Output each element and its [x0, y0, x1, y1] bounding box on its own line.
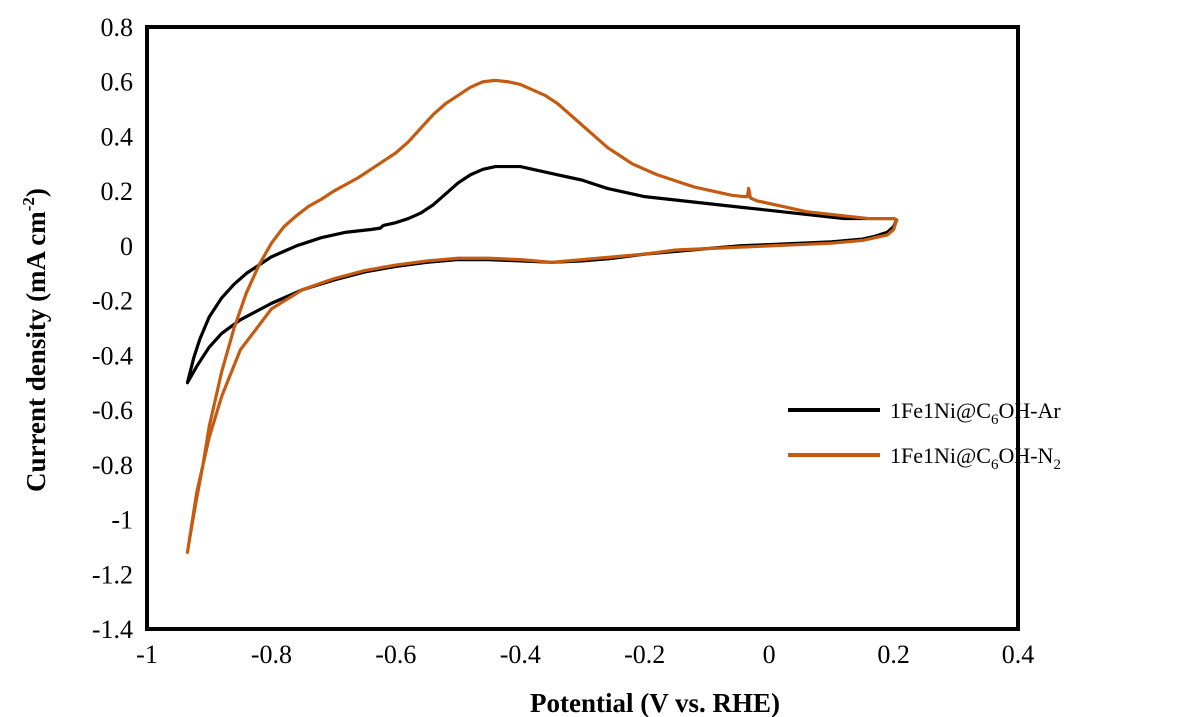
y-axis-title-prefix: Current density (mA cm [21, 211, 51, 492]
x-tick-label: -0.2 [624, 640, 665, 669]
y-tick-label: 0 [120, 232, 133, 261]
series-layer [185, 78, 899, 554]
legend-label-n2-sub1: 6 [991, 457, 999, 473]
x-tick-label: -0.8 [251, 640, 292, 669]
x-tick-label: 0 [763, 640, 776, 669]
plot-area-frame [145, 25, 1020, 631]
y-tick-label: -1.4 [92, 615, 133, 644]
y-tick-label: 0.2 [101, 177, 134, 206]
x-tick-label: -0.6 [375, 640, 416, 669]
legend-label-n2-sub2: 2 [1053, 457, 1061, 473]
y-tick-label: 0.8 [101, 13, 134, 42]
x-tick-label: 0.4 [1002, 640, 1035, 669]
legend-label-ar-sub1: 6 [991, 412, 999, 428]
y-axis-title-suffix: ) [21, 188, 51, 197]
x-tick-label: -1 [136, 640, 158, 669]
y-tick-label: -0.6 [92, 396, 133, 425]
legend-label-n2-part2: OH-N [998, 443, 1053, 468]
y-tick-label: 0.6 [101, 68, 134, 97]
y-tick-label: -0.2 [92, 287, 133, 316]
series-line-ar [185, 164, 899, 385]
y-tick-label: -1 [111, 506, 133, 535]
legend-label-n2: 1Fe1Ni@C6OH-N2 [890, 443, 1061, 473]
y-tick-label: -1.2 [92, 560, 133, 589]
y-tick-label: -0.4 [92, 341, 133, 370]
legend-label-ar: 1Fe1Ni@C6OH-Ar [890, 398, 1061, 428]
legend-label-ar-part2: OH-Ar [998, 398, 1061, 423]
x-tick-label: -0.4 [500, 640, 541, 669]
y-tick-labels: 0.8 0.6 0.4 0.2 0 -0.2 -0.4 -0.6 -0.8 -1 -1.2 -1.4 [92, 13, 133, 644]
x-axis-title: Potential (V vs. RHE) [530, 688, 780, 717]
x-tick-label: 0.2 [877, 640, 910, 669]
y-axis-title-superscript: -2 [19, 197, 38, 211]
series-line-n2 [185, 78, 899, 554]
y-axis-title: Current density (mA cm-2) [19, 188, 51, 492]
legend-label-ar-part1: 1Fe1Ni@C [890, 398, 991, 423]
y-tick-label: -0.8 [92, 451, 133, 480]
y-tick-label: 0.4 [101, 122, 134, 151]
legend: 1Fe1Ni@C6OH-Ar 1Fe1Ni@C6OH-N2 [788, 398, 1061, 473]
legend-label-n2-part1: 1Fe1Ni@C [890, 443, 991, 468]
x-tick-labels: -1 -0.8 -0.6 -0.4 -0.2 0 0.2 0.4 [136, 640, 1034, 669]
